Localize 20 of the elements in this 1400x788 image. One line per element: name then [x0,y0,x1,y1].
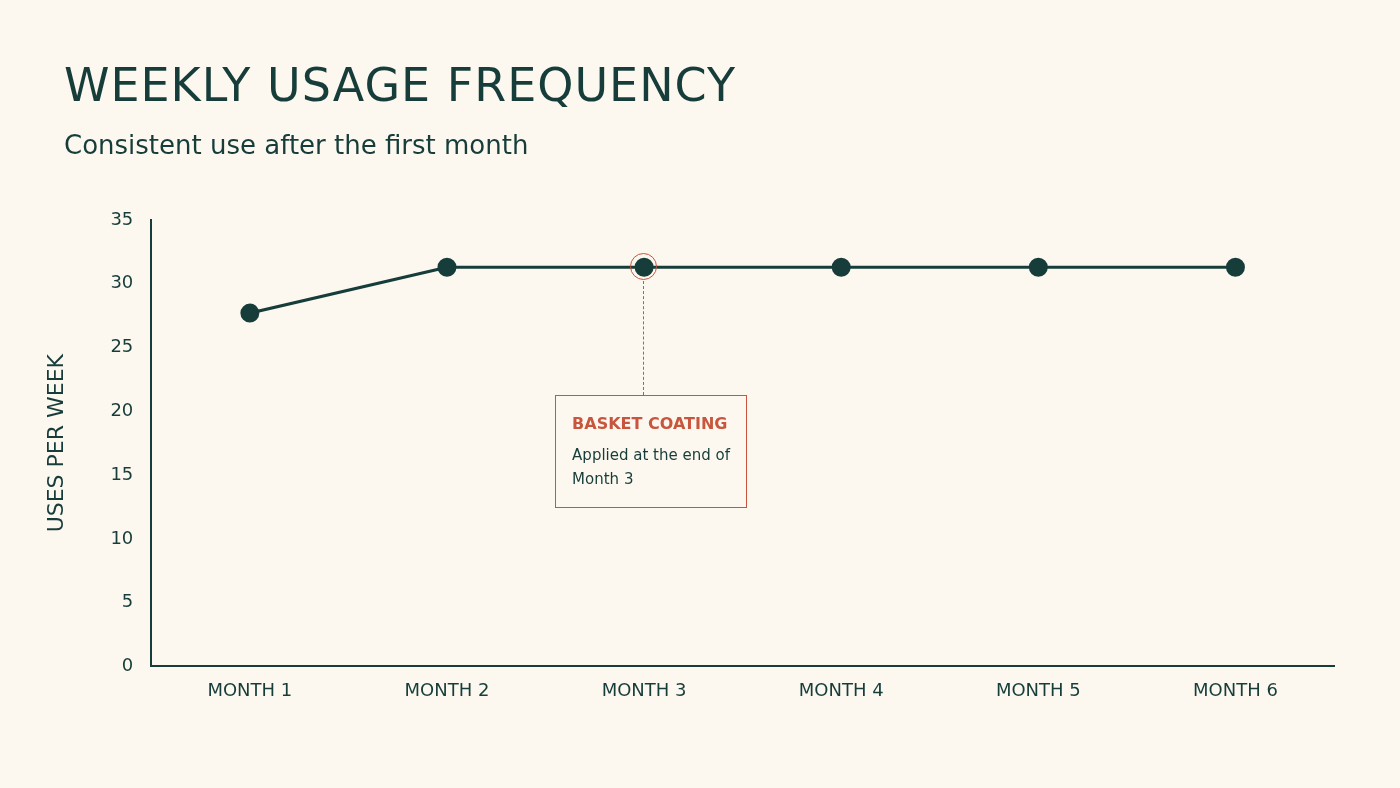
y-tick-label: 0 [121,654,134,676]
annotation: BASKET COATING [572,414,729,434]
x-tick-label: MONTH 1 [207,678,293,700]
y-tick-label: 20 [110,398,134,420]
annotation: Applied at the end of Month 3 [572,445,731,491]
x-tick-label: MONTH 5 [995,678,1081,700]
x-tick-label: MONTH 6 [1193,678,1278,700]
y-tick-label: 30 [110,271,134,293]
y-axis-title: USES PER WEEK [42,353,68,533]
y-tick-label: 25 [110,335,134,357]
callout-box: BASKET COATING Applied at the end of Month 3 [555,395,748,509]
x-tick-label: MONTH 3 [601,678,687,700]
x-tick-label: MONTH 4 [798,678,884,700]
y-tick-label: 5 [121,590,134,612]
y-tick-label: 35 [110,207,134,229]
x-tick-label: MONTH 2 [404,678,490,700]
chart-title: WEEKLY USAGE FREQUENCY [64,58,736,112]
y-tick-label: 15 [110,462,134,484]
chart-subtitle: Consistent use after the first month [64,130,529,160]
y-tick-label: 10 [110,526,134,548]
